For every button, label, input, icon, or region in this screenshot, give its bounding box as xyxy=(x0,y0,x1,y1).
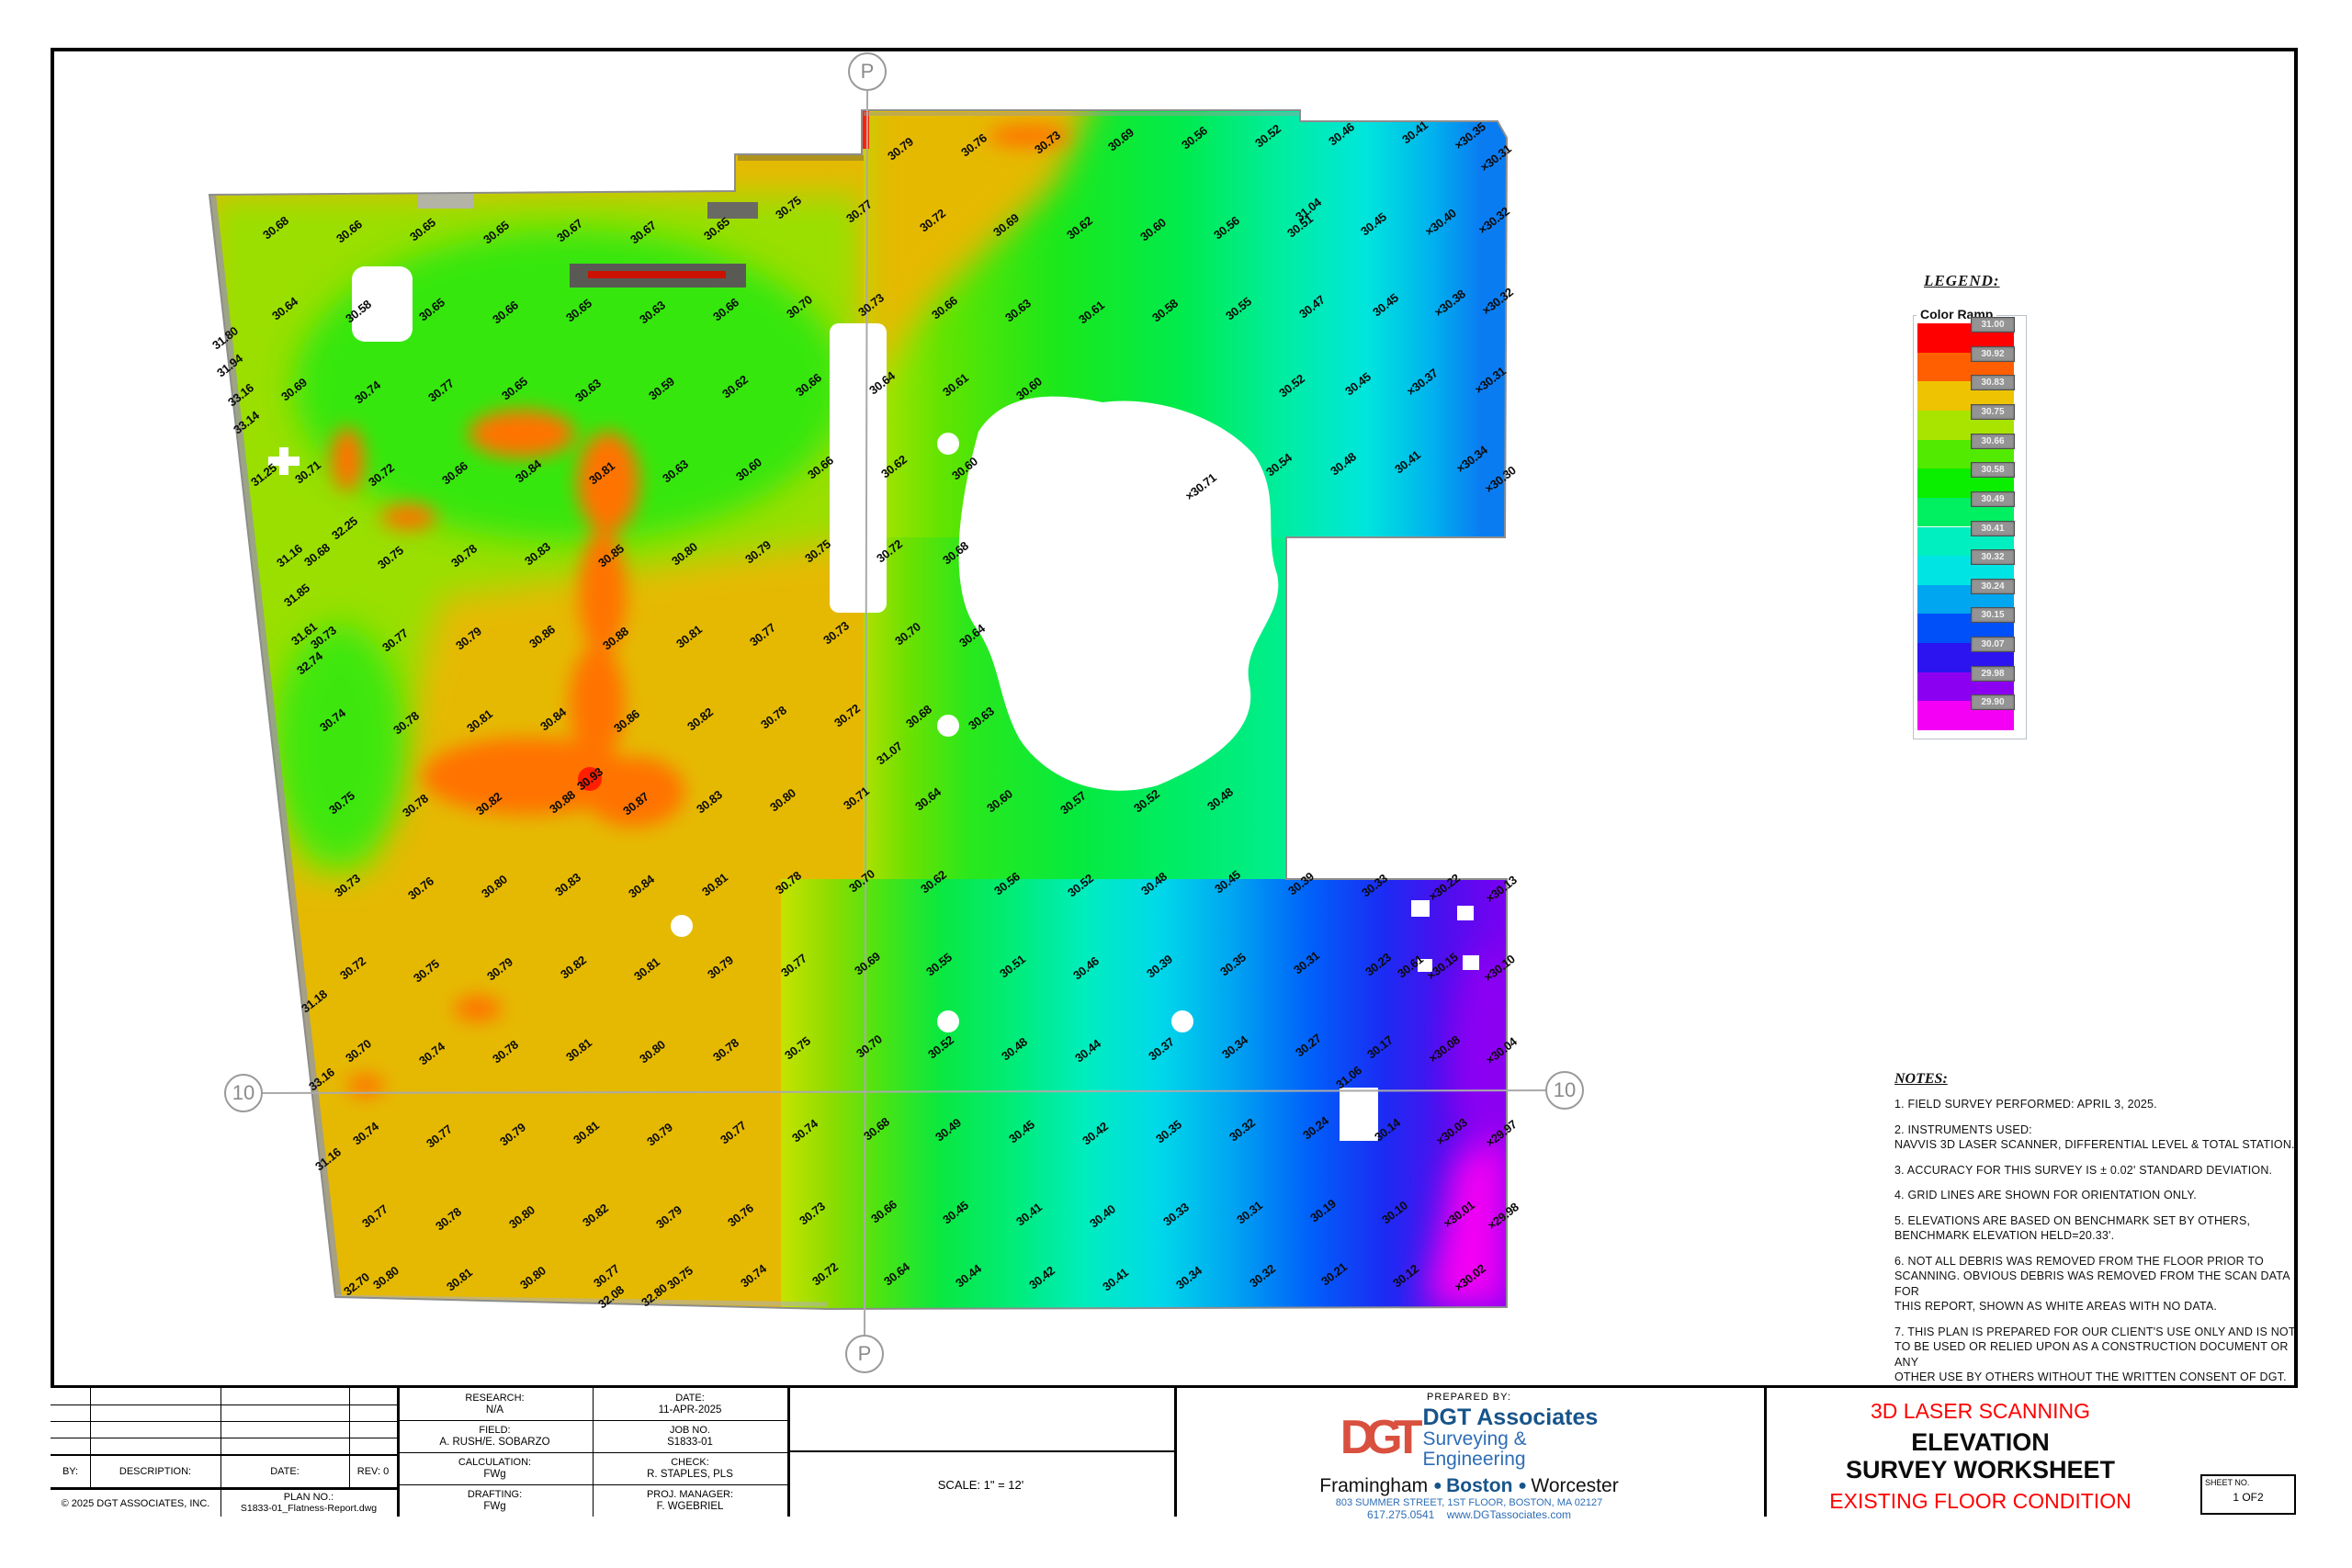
drafting-value: FWg xyxy=(483,1501,506,1512)
scale-text: SCALE: 1" = 12' xyxy=(937,1478,1024,1492)
job-no-label: JOB NO. xyxy=(669,1425,710,1436)
plan-outline xyxy=(208,109,1509,1311)
sheet-no-label: SHEET NO. xyxy=(2205,1478,2250,1487)
note-item: 5. ELEVATIONS ARE BASED ON BENCHMARK SET… xyxy=(1894,1213,2251,1243)
grid-marker-label: 10 xyxy=(232,1081,255,1104)
notes-section: NOTES: 1. FIELD SURVEY PERFORMED: APRIL … xyxy=(1894,1071,2310,1395)
calculation-label: CALCULATION: xyxy=(458,1457,532,1468)
scale-cell: SCALE: 1" = 12' xyxy=(787,1388,1174,1517)
research-label: RESEARCH: xyxy=(465,1393,525,1404)
color-ramp: 31.00 30.92 30.83 30.75 30.66 30.58 30.49 30.41… xyxy=(1917,317,2015,730)
dgt-logo: DGT xyxy=(1340,1411,1423,1465)
note-item: 6. NOT ALL DEBRIS WAS REMOVED FROM THE F… xyxy=(1894,1254,2290,1314)
title-red-1: 3D LASER SCANNING xyxy=(1870,1399,2090,1423)
info-grid: RESEARCH: N/A DATE: 11-APR-2025 FIELD: A. R… xyxy=(397,1388,787,1517)
proj-manager-value: F. WGEBRIEL xyxy=(656,1501,724,1512)
date-value: 11-APR-2025 xyxy=(658,1404,722,1416)
city-framingham: Framingham xyxy=(1319,1475,1429,1496)
field-label: FIELD: xyxy=(479,1425,511,1436)
divider xyxy=(1174,1388,1177,1517)
ramp-value-label: 30.07 xyxy=(1971,637,2015,653)
grid-marker-label: P xyxy=(860,60,875,83)
prepared-by-label: PREPARED BY: xyxy=(1427,1392,1511,1403)
ramp-value-label: 30.41 xyxy=(1971,520,2015,536)
research-value: N/A xyxy=(485,1404,504,1416)
sheet-number-box: SHEET NO. 1 OF2 xyxy=(2200,1474,2296,1515)
revision-table: BY: DESCRIPTION: DATE: REV: 0 © 2025 DGT… xyxy=(51,1388,397,1517)
plan-no: S1833-01_Flatness-Report.dwg xyxy=(240,1503,378,1514)
note-item: 1. FIELD SURVEY PERFORMED: APRIL 3, 2025… xyxy=(1894,1098,2157,1111)
sheet-title-cell: 3D LASER SCANNING ELEVATION SURVEY WORKS… xyxy=(1764,1388,2298,1517)
proj-manager-label: PROJ. MANAGER: xyxy=(646,1489,734,1500)
ramp-value-label: 30.32 xyxy=(1971,549,2015,566)
city-boston: Boston xyxy=(1446,1475,1513,1496)
title-red-2: EXISTING FLOOR CONDITION xyxy=(1829,1489,2132,1513)
grid-marker-label: 10 xyxy=(1553,1078,1577,1101)
check-label: CHECK: xyxy=(671,1457,709,1468)
sheet-no-value: 1 OF2 xyxy=(2233,1491,2264,1504)
ramp-value-label: 31.00 xyxy=(1971,317,2015,333)
ramp-value-label: 30.75 xyxy=(1971,403,2015,420)
ramp-value-label: 30.58 xyxy=(1971,462,2015,479)
ramp-value-label: 30.92 xyxy=(1971,345,2015,362)
grid-marker-10-right: 10 xyxy=(1545,1071,1584,1110)
grid-line-p xyxy=(864,90,868,1336)
company-address: 803 SUMMER STREET, 1ST FLOOR, BOSTON, MA… xyxy=(1335,1497,1603,1508)
ramp-value-label: 30.24 xyxy=(1971,578,2015,594)
notes-title: NOTES: xyxy=(1894,1071,1948,1087)
company-phone: 617.275.0541 xyxy=(1366,1508,1435,1521)
drafting-label: DRAFTING: xyxy=(467,1489,523,1500)
rev-date-header: DATE: xyxy=(270,1466,300,1477)
divider xyxy=(1764,1388,1767,1517)
prepared-by-cell: PREPARED BY: DGT DGT Associates Surveyin… xyxy=(1174,1388,1764,1521)
company-website: www.DGTassociates.com xyxy=(1446,1508,1572,1521)
grid-line-10 xyxy=(262,1089,1546,1094)
company-cities: Framingham ● Boston ● Worcester xyxy=(1319,1475,1619,1496)
ramp-value-label: 30.49 xyxy=(1971,491,2015,507)
plan-no-label: PLAN NO.: xyxy=(283,1492,334,1503)
grid-marker-p-top: P xyxy=(848,52,887,91)
job-no-value: S1833-01 xyxy=(667,1437,713,1448)
grid-marker-label: P xyxy=(857,1342,872,1365)
company-tagline-1: Surveying & xyxy=(1422,1428,1527,1450)
title-block: BY: DESCRIPTION: DATE: REV: 0 © 2025 DGT… xyxy=(51,1385,2298,1521)
city-worcester: Worcester xyxy=(1531,1475,1619,1496)
grid-marker-10-left: 10 xyxy=(224,1074,263,1112)
company-name: DGT Associates xyxy=(1422,1404,1599,1430)
company-contact: 617.275.0541 www.DGTassociates.com xyxy=(1174,1508,1764,1521)
ramp-value-label: 29.98 xyxy=(1971,665,2015,682)
ramp-value-label: 30.15 xyxy=(1971,607,2015,624)
note-item: 7. THIS PLAN IS PREPARED FOR OUR CLIENT'… xyxy=(1894,1325,2296,1384)
ramp-value-label: 30.83 xyxy=(1971,375,2015,391)
field-value: A. RUSH/E. SOBARZO xyxy=(439,1437,550,1448)
date-label: DATE: xyxy=(675,1393,705,1404)
note-item: 2. INSTRUMENTS USED: NAVVIS 3D LASER SCA… xyxy=(1894,1122,2295,1152)
rev-rev-header: REV: 0 xyxy=(356,1466,390,1477)
rev-desc-header: DESCRIPTION: xyxy=(119,1466,192,1477)
title-main-1: ELEVATION xyxy=(1911,1428,2050,1456)
company-tagline-2: Engineering xyxy=(1422,1449,1526,1471)
grid-marker-p-bottom: P xyxy=(845,1335,884,1373)
calculation-value: FWg xyxy=(483,1469,506,1480)
legend-title: LEGEND: xyxy=(1924,272,2000,289)
title-main-2: SURVEY WORKSHEET xyxy=(1845,1456,2116,1483)
ramp-value-label: 30.66 xyxy=(1971,433,2015,449)
check-value: R. STAPLES, PLS xyxy=(647,1469,733,1480)
note-item: 3. ACCURACY FOR THIS SURVEY IS ± 0.02' S… xyxy=(1894,1163,2273,1177)
divider xyxy=(787,1388,790,1517)
ramp-value-label: 29.90 xyxy=(1971,694,2015,711)
rev-by-header: BY: xyxy=(62,1466,79,1477)
note-item: 4. GRID LINES ARE SHOWN FOR ORIENTATION … xyxy=(1894,1189,2197,1201)
copyright: © 2025 DGT ASSOCIATES, INC. xyxy=(61,1498,210,1509)
